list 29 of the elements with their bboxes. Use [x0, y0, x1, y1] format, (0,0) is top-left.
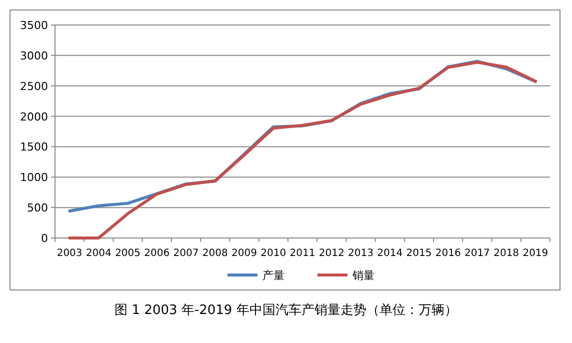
- y-tick-label: 2500: [20, 80, 48, 93]
- x-tick-label: 2008: [202, 248, 228, 259]
- y-tick-label: 3500: [20, 19, 48, 32]
- x-tick-label: 2011: [290, 248, 316, 259]
- y-tick-label: 1500: [20, 140, 48, 154]
- x-tick-label: 2013: [348, 248, 374, 259]
- x-tick-label: 2012: [318, 248, 344, 259]
- x-tick-label: 2018: [494, 248, 520, 259]
- x-tick-label: 2015: [406, 248, 432, 259]
- x-tick-label: 2009: [232, 248, 257, 259]
- x-tick-label: 2003: [56, 248, 82, 259]
- legend-label: 销量: [352, 269, 374, 282]
- x-tick-label: 2007: [173, 248, 199, 259]
- x-tick-label: 2005: [115, 248, 141, 259]
- legend-label: 产量: [262, 269, 284, 282]
- text: 图 1 2003 年-2019 年中国汽车产销量走势（单位：万辆）: [114, 303, 458, 318]
- x-tick-label: 2016: [435, 248, 461, 259]
- y-tick-label: 1000: [20, 171, 48, 184]
- y-tick-label: 2000: [20, 110, 48, 124]
- y-tick-label: 0: [41, 232, 48, 245]
- line-series: [68, 60, 537, 240]
- x-tick-label: 2019: [522, 248, 548, 259]
- x-tick-label: 2010: [260, 248, 286, 259]
- y-tick-label: 500: [27, 202, 48, 215]
- x-tick-label: 2014: [377, 248, 403, 259]
- x-tick-label: 2004: [86, 248, 112, 259]
- y-tick-label: 3000: [20, 49, 48, 62]
- x-tick-label: 2017: [464, 248, 490, 259]
- x-tick-label: 2006: [144, 248, 170, 259]
